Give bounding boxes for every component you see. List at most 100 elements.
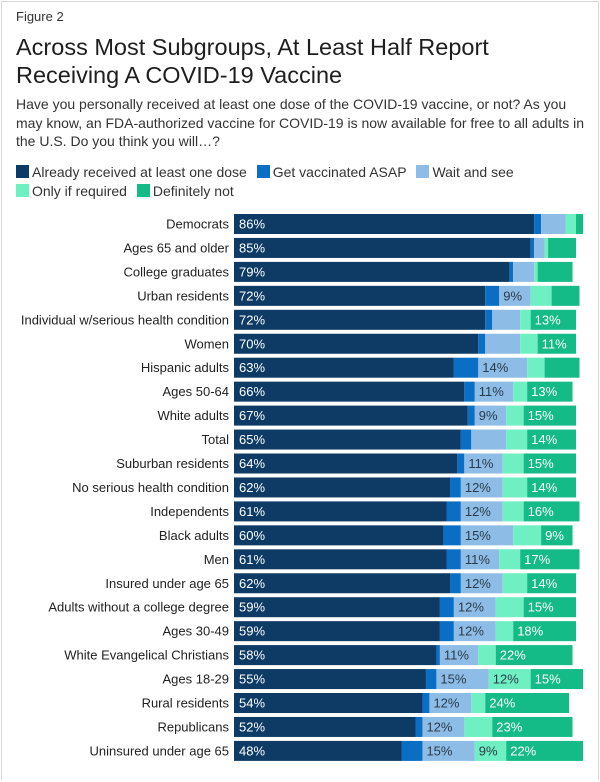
category-label: Uninsured under age 65	[90, 743, 230, 758]
bar-segment	[474, 405, 507, 426]
bar-segment	[446, 501, 461, 522]
data-label: 54%	[239, 696, 265, 711]
bar-segment	[234, 549, 447, 570]
data-label: 12%	[465, 504, 491, 519]
data-label: 65%	[239, 432, 265, 447]
bar-segment	[530, 309, 577, 330]
bar-segment	[523, 501, 580, 522]
legend-item: Get vaccinated ASAP	[256, 163, 407, 182]
category-label: Women	[184, 336, 229, 351]
category-label: No serious health condition	[72, 480, 229, 495]
bar-segment	[425, 669, 437, 690]
bar-segment	[401, 740, 423, 761]
category-label: Insured under age 65	[105, 576, 229, 591]
data-label: 11%	[479, 384, 504, 399]
bar-segment	[234, 645, 437, 666]
data-label: 22%	[500, 648, 526, 663]
legend-item: Only if required	[16, 182, 127, 201]
bar-segment	[234, 669, 426, 690]
data-label: 70%	[239, 336, 265, 351]
bar-segment	[460, 429, 472, 450]
bar-segment	[478, 357, 528, 378]
chart-subtitle: Have you personally received at least on…	[16, 96, 585, 149]
bar-segment	[520, 549, 580, 570]
bar-segment	[234, 405, 468, 426]
data-label: 17%	[524, 552, 550, 567]
bar-segment	[492, 309, 521, 330]
bar-segment	[530, 669, 583, 690]
bar-segment	[495, 645, 573, 666]
bar-segment	[576, 214, 583, 234]
bar-segment	[488, 669, 531, 690]
data-label: 15%	[528, 456, 554, 471]
data-label: 24%	[489, 696, 515, 711]
bar-segment	[234, 573, 451, 594]
bar-segment	[541, 525, 573, 546]
data-label: 14%	[531, 480, 557, 495]
data-label: 52%	[239, 719, 265, 734]
bar-segment	[429, 693, 472, 713]
data-label: 15%	[528, 408, 554, 423]
category-label: Ages 50-64	[163, 384, 230, 399]
bar-segment	[513, 621, 577, 642]
bar-segment	[502, 453, 524, 474]
data-label: 59%	[239, 624, 265, 639]
bar-segment	[509, 261, 514, 282]
data-label: 12%	[433, 696, 459, 711]
bar-segment	[464, 381, 475, 402]
legend-swatch	[16, 184, 29, 197]
bar-segment	[530, 285, 552, 306]
data-label: 9%	[479, 408, 498, 423]
data-label: 14%	[531, 432, 557, 447]
category-label: Urban residents	[137, 288, 229, 303]
category-label: Men	[204, 552, 229, 567]
category-label: Ages 18-29	[163, 672, 230, 687]
bar-segment	[234, 621, 440, 642]
bar-segment	[234, 381, 465, 402]
bar-segment	[453, 597, 496, 618]
data-label: 86%	[239, 217, 265, 232]
data-label: 79%	[239, 264, 265, 279]
data-label: 9%	[479, 743, 498, 758]
bar-segment	[460, 525, 514, 546]
bar-segment	[474, 740, 507, 761]
bar-segment	[478, 333, 486, 354]
bar-segment	[485, 309, 493, 330]
data-label: 11%	[444, 648, 469, 663]
bar-segment	[464, 716, 493, 737]
bar-segment	[499, 549, 521, 570]
category-label: Black adults	[159, 528, 230, 543]
bar-segment	[502, 501, 524, 522]
data-label: 15%	[440, 672, 466, 687]
bar-segment	[534, 237, 545, 258]
category-label: White adults	[157, 408, 229, 423]
bar-segment	[234, 525, 444, 546]
data-label: 14%	[482, 360, 508, 375]
bar-segment	[453, 621, 496, 642]
bar-segment	[234, 453, 458, 474]
bar-segment	[534, 214, 542, 234]
data-label: 11%	[465, 552, 490, 567]
bar-segment	[513, 261, 535, 282]
bar-segment	[544, 237, 549, 258]
data-label: 61%	[239, 504, 265, 519]
bar-segment	[485, 285, 500, 306]
chart-title: Across Most Subgroups, At Least Half Rep…	[16, 34, 489, 88]
category-label: Suburban residents	[116, 456, 229, 471]
legend-label: Definitely not	[152, 183, 234, 199]
bar-segment	[464, 453, 503, 474]
bar-segment	[415, 716, 423, 737]
bar-segment	[422, 740, 475, 761]
data-label: 72%	[239, 288, 265, 303]
data-label: 60%	[239, 528, 265, 543]
data-label: 13%	[531, 384, 557, 399]
data-label: 11%	[542, 336, 567, 351]
bar-segment	[234, 693, 423, 713]
data-label: 48%	[239, 743, 265, 758]
bar-segment	[551, 285, 580, 306]
bar-segment	[234, 477, 451, 498]
data-label: 15%	[528, 600, 554, 615]
bar-segment	[443, 525, 461, 546]
category-label: Ages 30-49	[163, 624, 230, 639]
bar-segment	[534, 261, 538, 282]
